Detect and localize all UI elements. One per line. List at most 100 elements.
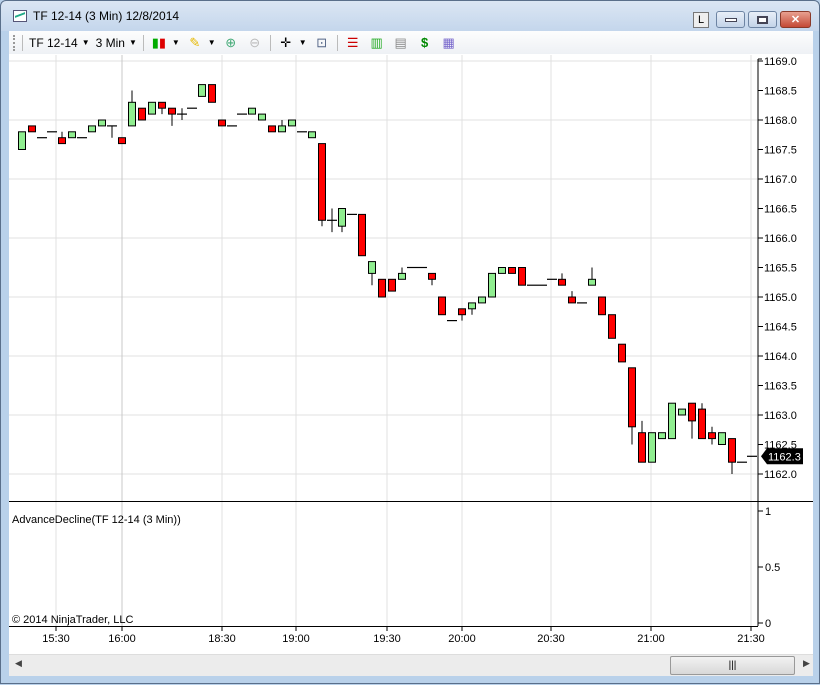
candle-body <box>638 432 646 463</box>
candle-body <box>608 314 616 339</box>
candle-body <box>148 101 156 115</box>
y-tick-label: 1167.0 <box>764 174 797 186</box>
y-tick-label: 1163.0 <box>764 410 797 422</box>
x-tick-label: 15:30 <box>42 633 70 645</box>
window-title: TF 12-14 (3 Min) 12/8/2014 <box>33 9 180 23</box>
candle-body <box>488 272 496 298</box>
y-tick-label: 1162.0 <box>764 469 797 481</box>
data-series-icon[interactable]: ☰ <box>346 34 359 50</box>
candle-body <box>208 84 216 103</box>
close-button[interactable]: ✕ <box>780 11 811 28</box>
candle-body <box>198 84 206 97</box>
candle-body <box>18 131 26 151</box>
zoom-out-icon[interactable]: ⊖ <box>249 34 261 50</box>
x-tick-label: 16:00 <box>108 633 136 645</box>
zoom-box-icon[interactable]: ⊡ <box>316 34 328 50</box>
link-button[interactable]: L <box>693 11 709 28</box>
x-tick-label: 21:30 <box>737 633 765 645</box>
candle-body <box>308 131 316 139</box>
candle-body <box>138 107 146 121</box>
candle-body <box>598 296 606 316</box>
candle-body <box>588 278 596 286</box>
indicator-y-tick-label: 1 <box>765 506 771 518</box>
chevron-down-icon: ▼ <box>298 38 307 47</box>
candle-body <box>68 131 76 139</box>
candle-body <box>168 107 176 115</box>
last-price-label: 1162.3 <box>768 451 801 463</box>
minimize-button[interactable] <box>716 11 745 28</box>
candle-body <box>428 272 436 280</box>
scroll-left-icon[interactable]: ◀ <box>15 658 22 668</box>
candle-body <box>648 432 656 463</box>
candle-body <box>698 408 706 440</box>
candle-body <box>218 119 226 127</box>
candle-body <box>388 278 396 292</box>
chevron-down-icon: ▼ <box>171 38 180 47</box>
indicators-icon[interactable]: ▥ <box>370 34 383 50</box>
candle-body <box>508 267 516 274</box>
candle-body <box>518 267 526 286</box>
horizontal-scrollbar[interactable]: ◀ ||| ▶ <box>9 654 813 676</box>
title-bar: TF 12-14 (3 Min) 12/8/2014 <box>13 9 179 23</box>
interval-label: 3 Min <box>95 35 125 50</box>
crosshair-icon: ✛ <box>280 34 292 50</box>
last-price-badge <box>761 448 803 465</box>
scrollbar-thumb[interactable]: ||| <box>670 656 795 675</box>
y-tick-label: 1164.5 <box>764 322 797 334</box>
candle-body <box>718 432 726 446</box>
chevron-down-icon: ▼ <box>207 38 216 47</box>
candle-body <box>98 119 106 127</box>
x-tick-label: 18:30 <box>208 633 236 645</box>
candle-body <box>678 408 686 416</box>
x-tick-label: 20:30 <box>537 633 565 645</box>
candle-body <box>558 278 566 286</box>
maximize-icon <box>757 15 768 24</box>
y-tick-label: 1166.0 <box>764 233 797 245</box>
chevron-down-icon: ▼ <box>81 38 90 47</box>
drawing-tools-button[interactable]: ✎ ▼ <box>186 34 216 51</box>
chart-app-icon <box>13 10 27 22</box>
candle-body <box>258 113 266 121</box>
chart-area[interactable] <box>9 54 813 654</box>
minimize-icon <box>724 17 737 22</box>
interval-dropdown[interactable]: 3 Min ▼ <box>96 36 137 50</box>
toolbar: TF 12-14 ▼ 3 Min ▼ ▮ ▮ ▼ ✎ ▼ ⊕ ⊖ ✛ ▼ ⊡ ☰ ▥ ▤ $… <box>9 31 813 54</box>
candle-body <box>628 367 636 428</box>
candle-body <box>268 125 276 133</box>
candle-body <box>708 432 716 440</box>
crosshair-button[interactable]: ✛ ▼ <box>277 34 307 51</box>
scroll-right-icon[interactable]: ▶ <box>803 658 810 668</box>
divider <box>269 34 271 51</box>
candle-body <box>288 119 296 127</box>
maximize-button[interactable] <box>748 11 777 28</box>
toolbar-grip[interactable] <box>13 34 16 51</box>
candle-body <box>248 107 256 115</box>
candle-body <box>688 402 696 422</box>
copyright-text: © 2014 NinjaTrader, LLC <box>12 614 134 626</box>
x-tick-label: 19:30 <box>373 633 401 645</box>
trade-performance-icon[interactable]: $ <box>421 35 429 50</box>
strategies-icon[interactable]: ▤ <box>394 34 407 50</box>
properties-icon[interactable]: ▦ <box>442 34 455 50</box>
instrument-dropdown[interactable]: TF 12-14 ▼ <box>29 36 90 50</box>
candle-body <box>118 137 126 145</box>
divider <box>22 34 23 51</box>
y-tick-label: 1164.0 <box>764 351 797 363</box>
candle-body <box>158 101 166 109</box>
candle-body <box>618 343 626 363</box>
y-tick-label: 1169.0 <box>764 56 797 68</box>
candle-body <box>568 296 576 304</box>
pencil-icon: ✎ <box>189 34 201 50</box>
candle-body <box>468 302 476 310</box>
y-tick-label: 1168.5 <box>764 86 797 98</box>
bar-type-button[interactable]: ▮ ▮ ▼ <box>150 35 180 51</box>
indicator-y-tick-label: 0.5 <box>765 562 780 574</box>
candle-body <box>58 137 66 145</box>
candle-body <box>728 438 736 463</box>
candle-body <box>438 296 446 316</box>
x-tick-label: 20:00 <box>448 633 476 645</box>
y-tick-label: 1165.5 <box>764 263 797 275</box>
indicator-y-tick-label: 0 <box>765 618 771 630</box>
zoom-in-icon[interactable]: ⊕ <box>225 34 237 50</box>
